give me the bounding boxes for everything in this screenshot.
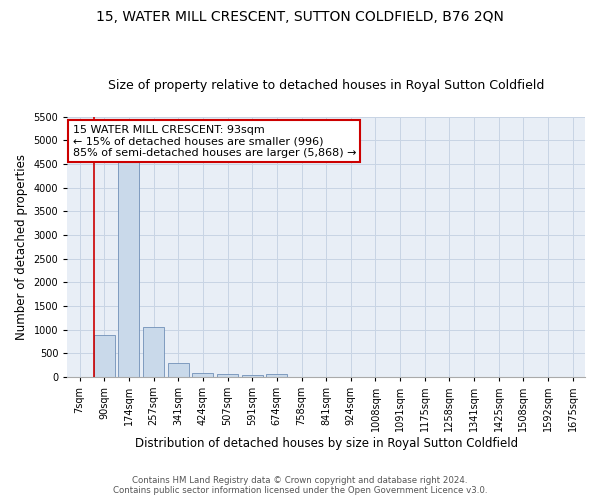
Bar <box>168 363 189 377</box>
Text: Contains HM Land Registry data © Crown copyright and database right 2024.
Contai: Contains HM Land Registry data © Crown c… <box>113 476 487 495</box>
Bar <box>118 160 139 377</box>
Bar <box>217 374 238 377</box>
Y-axis label: Number of detached properties: Number of detached properties <box>15 154 28 340</box>
Bar <box>266 374 287 377</box>
Text: 15 WATER MILL CRESCENT: 93sqm
← 15% of detached houses are smaller (996)
85% of : 15 WATER MILL CRESCENT: 93sqm ← 15% of d… <box>73 124 356 158</box>
Bar <box>242 374 263 377</box>
Bar <box>193 372 214 377</box>
Bar <box>94 336 115 377</box>
Text: 15, WATER MILL CRESCENT, SUTTON COLDFIELD, B76 2QN: 15, WATER MILL CRESCENT, SUTTON COLDFIEL… <box>96 10 504 24</box>
X-axis label: Distribution of detached houses by size in Royal Sutton Coldfield: Distribution of detached houses by size … <box>134 437 518 450</box>
Bar <box>143 327 164 377</box>
Title: Size of property relative to detached houses in Royal Sutton Coldfield: Size of property relative to detached ho… <box>108 79 544 92</box>
